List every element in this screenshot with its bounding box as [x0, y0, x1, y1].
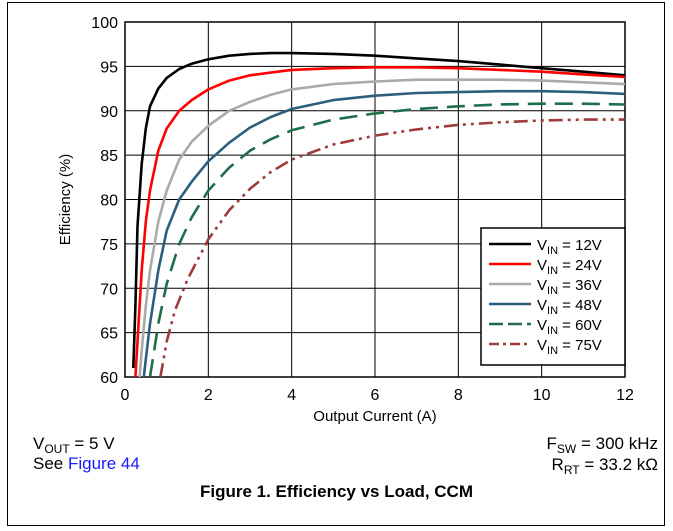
legend-box — [480, 227, 626, 366]
rrt-note: RRT = 33.2 kΩ — [551, 455, 658, 477]
y-tick-label: 95 — [100, 59, 118, 76]
y-tick-label: 60 — [100, 370, 118, 387]
series-line — [138, 78, 625, 377]
legend-entry: VIN = 24V — [537, 257, 602, 277]
x-tick-label: 10 — [533, 387, 551, 404]
figure-frame — [7, 2, 665, 526]
series-line — [148, 102, 625, 377]
legend-entry: VIN = 36V — [537, 277, 602, 297]
y-tick-label: 85 — [100, 148, 118, 165]
y-tick-label: 75 — [100, 237, 118, 254]
y-axis-label: Efficiency (%) — [57, 154, 74, 245]
y-tick-label: 100 — [91, 15, 118, 32]
y-tick-label: 65 — [100, 326, 118, 343]
y-tick-label: 70 — [100, 281, 118, 298]
x-tick-label: 12 — [616, 387, 634, 404]
see-figure-note: See Figure 44 — [33, 454, 140, 473]
vout-note: VOUT = 5 V — [33, 434, 115, 456]
legend-entry: VIN = 12V — [537, 237, 602, 257]
x-tick-label: 8 — [454, 387, 463, 404]
plot-area — [124, 21, 626, 378]
figure-44-link[interactable]: Figure 44 — [67, 454, 140, 473]
x-tick-label: 6 — [371, 387, 380, 404]
fsw-note: FSW = 300 kHz — [546, 434, 658, 456]
series-line — [159, 118, 625, 377]
y-tick-label: 80 — [100, 193, 118, 210]
x-axis-label: Output Current (A) — [313, 408, 436, 425]
y-tick-label: 90 — [100, 104, 118, 121]
series-line — [142, 89, 625, 377]
series-line — [134, 66, 625, 377]
legend-entry: VIN = 60V — [537, 317, 602, 337]
legend-entry: VIN = 48V — [537, 297, 602, 317]
x-tick-label: 0 — [121, 387, 130, 404]
x-tick-label: 2 — [204, 387, 213, 404]
figure-caption: Figure 1. Efficiency vs Load, CCM — [199, 482, 473, 501]
x-tick-label: 4 — [287, 387, 296, 404]
legend-entry: VIN = 75V — [537, 337, 602, 357]
series-line — [132, 51, 625, 369]
